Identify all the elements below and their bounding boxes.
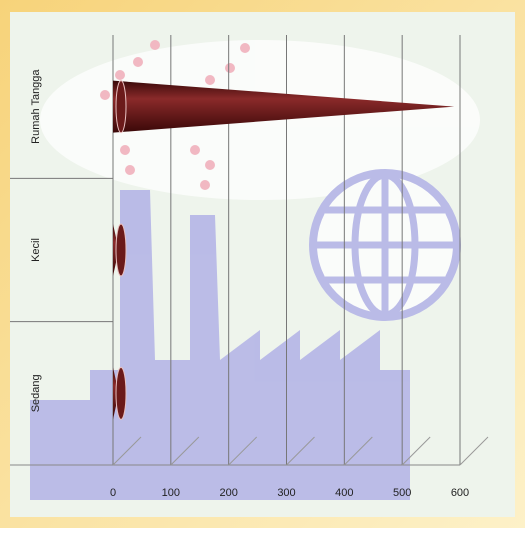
y-tick-label: Kecil — [30, 238, 42, 262]
grid-line — [170, 436, 200, 466]
x-tick-label: 100 — [162, 487, 180, 499]
cone — [113, 80, 455, 134]
grid-line — [286, 436, 315, 466]
cone-base — [115, 223, 127, 277]
cone — [113, 366, 127, 420]
grid-line — [459, 436, 489, 466]
x-tick-label: 300 — [277, 487, 295, 499]
grid-line — [112, 436, 142, 466]
cone-base — [115, 80, 127, 134]
x-tick-label: 500 — [393, 487, 411, 499]
grid-line — [343, 436, 373, 466]
grid-line — [228, 436, 258, 466]
cone-base — [115, 366, 127, 420]
grid-line — [401, 436, 431, 466]
cone-body — [113, 80, 455, 133]
x-tick-label: 600 — [451, 487, 469, 499]
y-tick-label: Rumah Tangga — [30, 69, 42, 144]
x-tick-label: 0 — [110, 487, 116, 499]
x-tick-label: 400 — [335, 487, 353, 499]
cone — [113, 223, 127, 277]
y-tick-label: Sedang — [30, 374, 42, 412]
x-tick-label: 200 — [219, 487, 237, 499]
